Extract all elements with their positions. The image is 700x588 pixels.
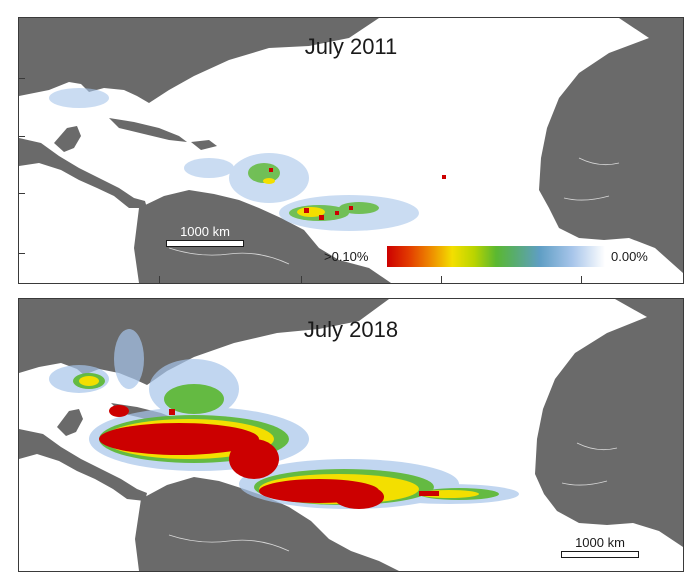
scale-bar-line bbox=[166, 240, 244, 247]
north-america bbox=[19, 299, 389, 385]
tick-mark bbox=[301, 276, 302, 283]
scale-label: 1000 km bbox=[575, 535, 625, 550]
colorbar-low-label: 0.00% bbox=[611, 249, 648, 264]
central-america bbox=[19, 138, 147, 208]
cuba bbox=[109, 118, 187, 142]
hispaniola bbox=[191, 140, 217, 150]
central-america bbox=[19, 429, 147, 501]
land-masses bbox=[19, 18, 683, 283]
tick-mark bbox=[19, 136, 25, 137]
yucatan bbox=[54, 126, 81, 152]
scale-label: 1000 km bbox=[180, 224, 230, 239]
panel-title: July 2011 bbox=[304, 34, 398, 59]
rivers bbox=[168, 442, 618, 552]
tick-mark bbox=[441, 276, 442, 283]
scale-bar: 1000 km bbox=[561, 535, 639, 558]
tick-mark bbox=[19, 193, 25, 194]
panel-title: July 2018 bbox=[303, 317, 399, 342]
map-panel-2011: July 2011 1000 km >0.10% 0.00% bbox=[18, 17, 684, 284]
sargassum-density bbox=[49, 329, 519, 509]
map-panel-2018: July 2018 1000 km bbox=[18, 298, 684, 572]
tick-mark bbox=[19, 78, 25, 79]
scale-bar-line bbox=[561, 551, 639, 558]
tick-mark bbox=[19, 253, 25, 254]
africa bbox=[539, 18, 683, 273]
colorbar-ramp bbox=[387, 246, 605, 267]
north-america bbox=[19, 18, 379, 103]
tick-mark bbox=[581, 276, 582, 283]
map-2011 bbox=[19, 18, 683, 283]
yucatan bbox=[57, 409, 83, 436]
colorbar-high-label: >0.10% bbox=[324, 249, 369, 264]
rivers bbox=[168, 157, 620, 265]
sargassum-density bbox=[49, 88, 446, 231]
south-america bbox=[134, 190, 391, 283]
south-america bbox=[135, 477, 399, 571]
scale-bar: 1000 km bbox=[166, 224, 244, 247]
map-2018 bbox=[19, 299, 683, 571]
tick-mark bbox=[159, 276, 160, 283]
